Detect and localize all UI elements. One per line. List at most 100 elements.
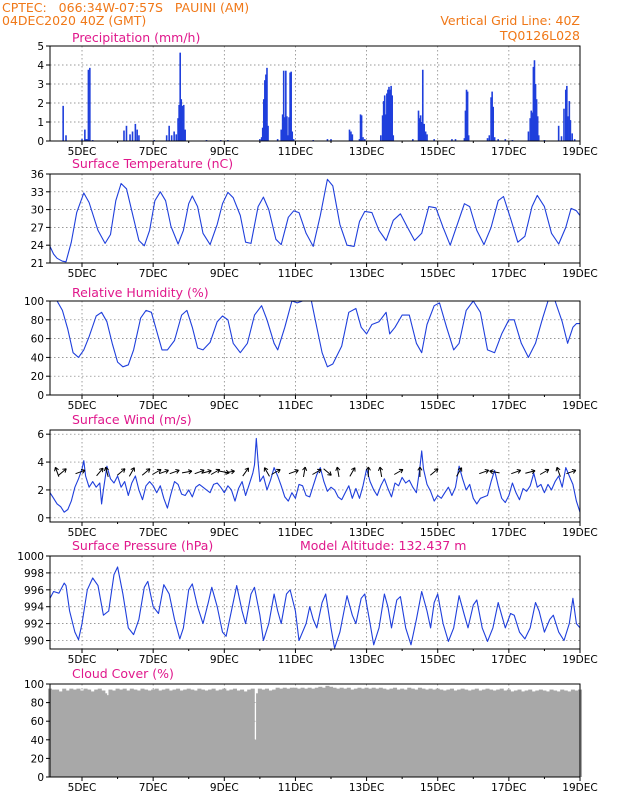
cloud-bar [443,691,447,777]
precip-bar [168,126,170,141]
header-grid-line: Vertical Grid Line: 40Z [440,13,580,28]
x-tick-label: 17DEC [491,146,526,158]
precip-bar [173,132,175,142]
cloud-bar [91,691,95,777]
precip-bar [349,130,351,141]
y-tick-label: 2 [37,98,44,110]
cloud-bar [404,690,408,777]
cloud-bar [354,689,358,777]
cloud-bar [237,691,241,777]
x-tick-label: 9DEC [210,782,239,794]
cloud-bar [475,689,479,777]
cloud-bar [414,690,418,777]
cloud-bar [176,689,180,777]
x-tick-label: 15DEC [420,146,455,158]
cloud-bar [471,690,475,777]
x-tick-label: 11DEC [278,782,313,794]
x-tick-label: 11DEC [278,146,313,158]
cloud-bar [436,689,440,777]
cloud-bar [98,689,102,777]
y-tick-label: 0 [37,772,44,784]
cloud-bar [432,690,436,777]
cloud-bar [76,689,80,777]
cloud-bar [361,689,365,777]
cloud-bar [66,691,70,777]
cloud-bar [389,689,393,777]
cloud-bar [123,689,127,777]
y-tick-label: 33 [31,187,44,199]
cloud-bar [347,688,351,777]
precip-bar [184,130,186,141]
precip-bar [129,134,131,141]
precip-bar [136,130,138,141]
y-tick-label: 1 [37,117,44,129]
precip-bar [538,135,540,141]
cloud-bar [253,740,257,777]
cloud-bar [546,691,550,777]
cloud-bar [500,689,504,777]
cloud-bar [514,691,518,777]
panel-title: Surface Wind (m/s) [72,412,192,427]
y-tick-label: 5 [37,41,44,53]
cloud-bar [148,691,152,777]
precip-bar [84,130,86,141]
cloud-bar [272,690,276,777]
panel-title: Surface Pressure (hPa) [72,538,213,553]
x-tick-label: 11DEC [278,400,313,412]
x-tick-label: 17DEC [491,400,526,412]
cloud-bar [567,691,571,777]
cloud-bar [94,690,98,777]
precip-bar [290,72,292,141]
cloud-bar [535,691,539,777]
y-tick-label: 0 [37,513,44,525]
precip-bar [423,124,425,141]
y-tick-label: 100 [24,296,44,308]
y-tick-label: 100 [24,679,44,691]
cloud-bar [382,689,386,777]
panel-title: Surface Temperature (nC) [72,156,233,171]
cloud-bar [372,688,376,777]
cloud-bar [208,690,212,777]
x-tick-label: 7DEC [139,782,168,794]
y-tick-label: 21 [31,258,44,270]
precip-bar [425,132,427,142]
cloud-bar [183,690,187,777]
x-tick-label: 5DEC [68,782,97,794]
precip-bar [280,130,282,141]
cloud-bar [439,690,443,777]
cloud-bar [116,689,120,777]
precip-bar [126,126,128,141]
y-tick-label: 36 [31,169,45,181]
x-tick-label: 9DEC [210,527,239,539]
cloud-bar [84,689,88,777]
cloud-bar [400,689,404,777]
cloud-bar [244,691,248,777]
precip-bar [380,135,382,141]
y-tick-label: 40 [31,735,44,747]
cloud-bar [297,689,301,777]
precip-bar [422,70,424,141]
cloud-bar [503,691,507,777]
cloud-bar [80,691,84,777]
cloud-bar [62,689,66,777]
precip-bar [528,132,530,142]
precip-bar [267,126,269,141]
x-tick-label: 15DEC [420,268,455,280]
y-tick-label: 80 [31,698,44,710]
x-tick-label: 5DEC [68,400,97,412]
x-tick-label: 7DEC [139,654,168,666]
cloud-bar [457,690,461,777]
cloud-bar [279,689,283,777]
cloud-bar [108,690,112,777]
x-tick-label: 15DEC [420,400,455,412]
x-tick-label: 13DEC [349,654,384,666]
y-tick-label: 6 [37,429,44,441]
y-tick-label: 27 [31,222,44,234]
precip-bar [492,107,494,141]
x-tick-label: 19DEC [562,654,597,666]
cloud-bar [521,691,525,777]
cloud-bar [204,691,208,777]
y-tick-label: 20 [31,753,44,765]
